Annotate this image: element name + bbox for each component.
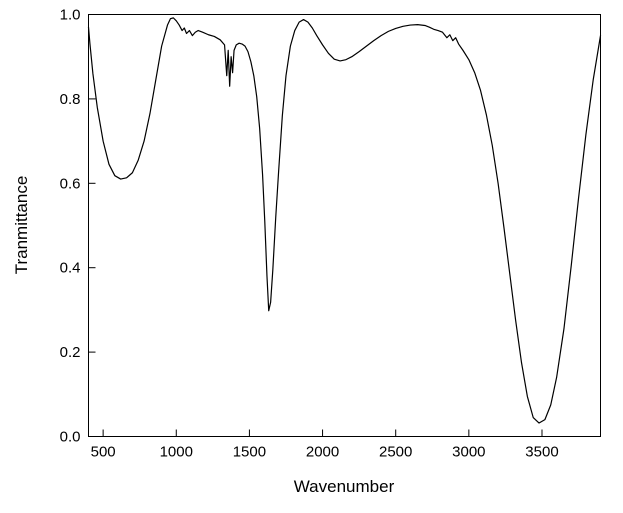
x-tick-label: 2500 <box>379 444 412 461</box>
y-tick-label: 0.0 <box>60 429 81 446</box>
y-tick-label: 0.2 <box>60 344 81 361</box>
x-tick-label: 2000 <box>306 444 339 461</box>
y-axis-ticks: 0.0 0.2 0.4 0.6 0.8 1.0 <box>60 7 96 446</box>
x-axis-ticks: 500 1000 1500 2000 2500 3000 3500 <box>91 429 559 461</box>
y-tick-label: 0.8 <box>60 91 81 108</box>
y-tick-label: 0.4 <box>60 260 81 277</box>
y-tick-label: 0.6 <box>60 175 81 192</box>
y-tick-label: 1.0 <box>60 7 81 24</box>
x-tick-label: 3000 <box>452 444 485 461</box>
x-axis-label: Wavenumber <box>294 477 395 496</box>
spectrum-line <box>87 17 602 424</box>
plot-frame <box>88 14 601 437</box>
x-tick-label: 1000 <box>160 444 193 461</box>
x-tick-label: 3500 <box>525 444 558 461</box>
x-tick-label: 1500 <box>233 444 266 461</box>
y-axis-label: Tranmittance <box>12 176 31 275</box>
x-tick-label: 500 <box>91 444 116 461</box>
